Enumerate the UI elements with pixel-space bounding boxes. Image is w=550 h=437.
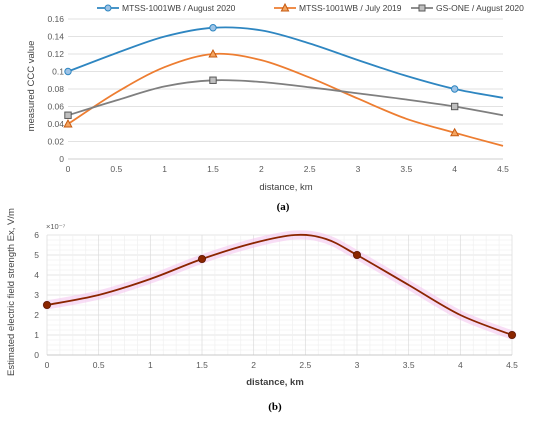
chart-a-data-point <box>64 67 72 76</box>
chart-a-x-tick-label: 1 <box>162 164 167 174</box>
chart-b-data-point <box>507 330 516 339</box>
chart-a-legend-marker <box>280 2 290 12</box>
chart-a-y-tick-label: 0.08 <box>47 84 64 94</box>
chart-b-x-tick-label: 2.5 <box>299 360 311 370</box>
chart-b-gridlines <box>46 234 513 356</box>
chart-b-y-tick-label: 3 <box>34 290 39 300</box>
chart-b-y-tick-label: 4 <box>34 270 39 280</box>
chart-a-data-point <box>209 76 217 84</box>
chart-a-y-tick-label: 0.14 <box>47 32 64 42</box>
chart-b-x-tick-label: 4 <box>458 360 463 370</box>
chart-a-y-tick-label: 0 <box>59 154 64 164</box>
chart-a-x-tick-label: 2.5 <box>304 164 316 174</box>
chart-a-x-tick-label: 4.5 <box>497 164 509 174</box>
chart-a: 0 0.02 0.04 0.06 0.08 0.1 0.12 0.14 0.16 0 0.5 1 1.5… <box>26 2 524 213</box>
chart-a-data-point <box>64 111 72 119</box>
chart-b-y-tick-label: 1 <box>34 330 39 340</box>
chart-b-x-tick-label: 0.5 <box>93 360 105 370</box>
chart-b-x-tick-label: 2 <box>251 360 256 370</box>
chart-b-x-axis-label: distance, km <box>246 377 304 388</box>
chart-b-series <box>42 230 517 340</box>
chart-a-series-line <box>67 79 504 117</box>
panel-label-b: (b) <box>268 401 282 413</box>
chart-a-legend-label: GS-ONE / August 2020 <box>436 3 524 13</box>
chart-a-y-axis-label: measured CCC value <box>26 41 37 132</box>
chart-a-legend: MTSS-1001WB / August 2020 MTSS-1001WB / J… <box>97 2 524 13</box>
chart-b-tick-labels: 0 1 2 3 4 5 6 0 0.5 1 1.5 2 2.5 3 3.5 4 4.5 <box>34 230 518 370</box>
chart-b-x-tick-label: 1.5 <box>196 360 208 370</box>
chart-a-y-tick-label: 0.12 <box>47 49 64 59</box>
chart-a-series <box>63 24 504 147</box>
chart-a-tick-labels: 0 0.02 0.04 0.06 0.08 0.1 0.12 0.14 0.16 0 0.5 1 1.5… <box>47 14 509 174</box>
chart-a-data-point <box>450 85 459 93</box>
chart-b-data-point <box>197 254 206 263</box>
chart-a-data-point <box>450 102 459 111</box>
chart-a-legend-item: GS-ONE / August 2020 <box>411 3 524 13</box>
chart-a-legend-label: MTSS-1001WB / August 2020 <box>122 3 236 13</box>
chart-a-data-point <box>63 118 73 128</box>
chart-b-y-tick-label: 0 <box>34 350 39 360</box>
chart-b-x-tick-label: 0 <box>45 360 50 370</box>
chart-a-legend-item: MTSS-1001WB / August 2020 <box>97 3 236 13</box>
chart-a-x-axis-label: distance, km <box>259 182 312 193</box>
chart-a-series-line <box>67 52 504 147</box>
chart-b-y-tick-label: 6 <box>34 230 39 240</box>
chart-a-x-tick-label: 4 <box>452 164 457 174</box>
chart-a-legend-marker <box>104 4 112 12</box>
chart-a-series-3 <box>64 76 504 119</box>
chart-a-x-tick-label: 3.5 <box>400 164 412 174</box>
chart-b-y-tick-label: 5 <box>34 250 39 260</box>
chart-b-x-tick-label: 4.5 <box>506 360 518 370</box>
chart-a-series-2 <box>63 48 504 147</box>
chart-a-y-tick-label: 0.1 <box>52 67 64 77</box>
chart-b-x-tick-label: 3 <box>355 360 360 370</box>
chart-b-series-line <box>46 233 513 336</box>
chart-a-data-point <box>209 24 217 32</box>
chart-a-gridlines <box>68 18 503 160</box>
chart-b: 0 1 2 3 4 5 6 0 0.5 1 1.5 2 2.5 3 3.5 4 4.5 ×10⁻⁷ distan… <box>6 208 518 413</box>
panel-label-a: (a) <box>277 201 290 213</box>
chart-b-y-tick-label: 2 <box>34 310 39 320</box>
chart-a-series-1 <box>64 24 504 99</box>
chart-a-x-tick-label: 0 <box>66 164 71 174</box>
chart-b-y-multiplier: ×10⁻⁷ <box>46 222 66 231</box>
chart-a-data-point <box>450 127 460 137</box>
chart-a-series-line <box>67 26 504 99</box>
chart-b-data-point <box>43 300 52 309</box>
chart-a-data-point <box>208 48 218 58</box>
chart-a-y-tick-label: 0.04 <box>47 119 64 129</box>
chart-a-legend-item: MTSS-1001WB / July 2019 <box>274 2 402 13</box>
chart-a-x-tick-label: 2 <box>259 164 264 174</box>
chart-a-x-tick-label: 3 <box>356 164 361 174</box>
chart-b-y-axis-label: Estimated electric field strength Ex, V/… <box>6 208 17 376</box>
chart-a-y-tick-label: 0.06 <box>47 102 64 112</box>
chart-a-x-tick-label: 0.5 <box>110 164 122 174</box>
chart-b-data-point <box>352 250 361 259</box>
chart-b-x-tick-label: 3.5 <box>403 360 415 370</box>
chart-b-series-1 <box>42 230 517 340</box>
chart-a-legend-marker <box>418 4 426 12</box>
chart-a-x-tick-label: 1.5 <box>207 164 219 174</box>
chart-a-y-tick-label: 0.16 <box>47 14 64 24</box>
chart-a-y-tick-label: 0.02 <box>47 137 64 147</box>
chart-b-x-tick-label: 1 <box>148 360 153 370</box>
chart-a-legend-label: MTSS-1001WB / July 2019 <box>299 3 402 13</box>
